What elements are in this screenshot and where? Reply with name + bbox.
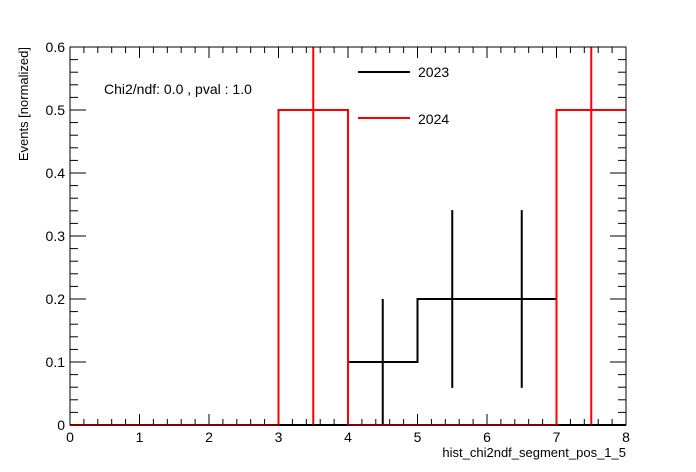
- legend-label-2023: 2023: [418, 64, 449, 80]
- y-tick-label: 0: [57, 417, 65, 433]
- y-tick-label: 0.2: [46, 291, 66, 307]
- x-tick-label: 5: [414, 429, 422, 445]
- x-tick-label: 0: [66, 429, 74, 445]
- y-tick-label: 0.4: [46, 165, 66, 181]
- plot-frame: [69, 46, 627, 426]
- legend: 2023 2024: [358, 64, 449, 127]
- x-tick-label: 4: [344, 429, 352, 445]
- y-tick-label: 0.1: [46, 354, 66, 370]
- y-tick-label: 0.3: [46, 228, 66, 244]
- fit-annotation: Chi2/ndf: 0.0 , pval : 1.0: [104, 81, 252, 97]
- x-tick-label: 2: [205, 429, 213, 445]
- x-tick-label: 1: [136, 429, 144, 445]
- y-axis-label: Events [normalized]: [16, 47, 31, 161]
- x-tick-label: 7: [553, 429, 561, 445]
- x-axis-label: hist_chi2ndf_segment_pos_1_5: [442, 445, 626, 460]
- y-tick-label: 0.6: [46, 39, 66, 55]
- x-tick-label: 6: [483, 429, 491, 445]
- legend-label-2024: 2024: [418, 111, 449, 127]
- x-tick-label: 3: [275, 429, 283, 445]
- y-tick-label: 0.5: [46, 102, 66, 118]
- x-tick-label: 8: [622, 429, 630, 445]
- tick-labels: 0 1 2 3 4 5 6 7 8 0 0.1 0.2 0.3 0.4 0.5 0.6: [46, 39, 631, 445]
